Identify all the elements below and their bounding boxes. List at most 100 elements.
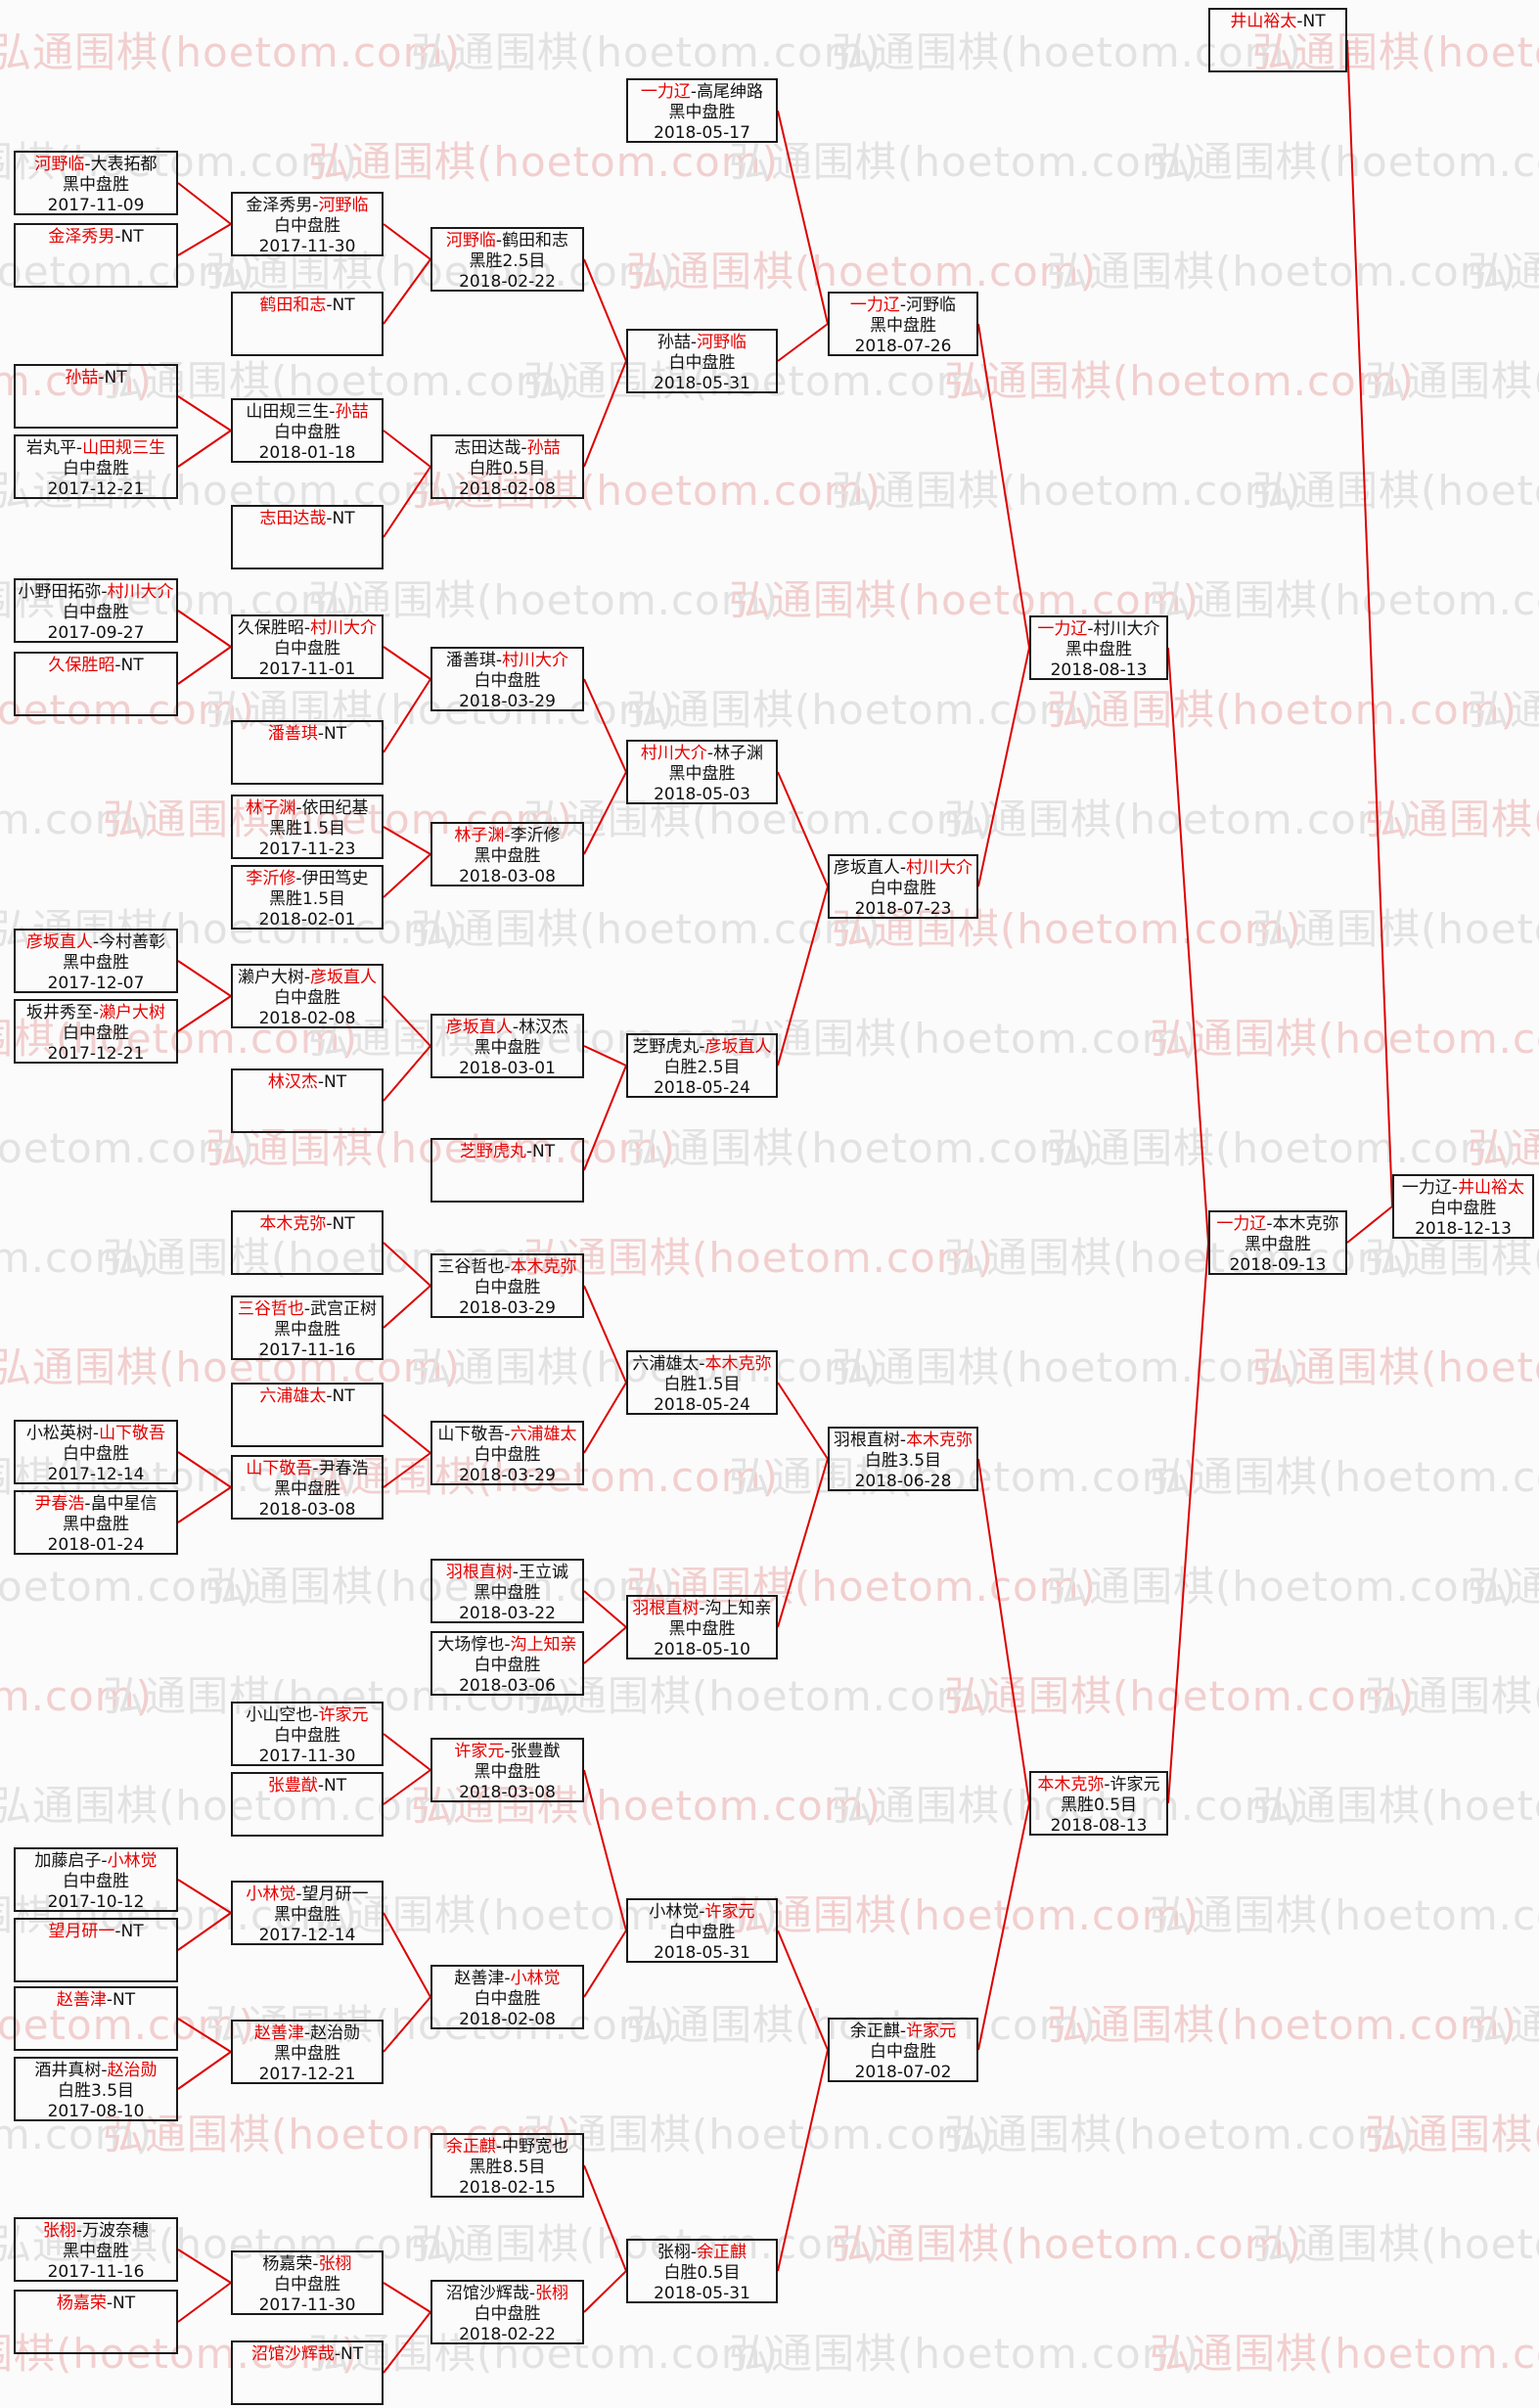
match-box-i6[interactable]: 赵善津-赵治勋 黑中盘胜 2017-12-21 [231,2020,384,2084]
match-box-c2[interactable]: 久保胜昭-NT [14,652,178,716]
match-box-d2[interactable]: 坂井秀至-濑户大树 白中盘胜 2017-12-21 [14,999,178,1064]
match-box-k3[interactable]: 杨嘉荣-张栩 白中盘胜 2017-11-30 [231,2250,384,2315]
match-box-d3[interactable]: 濑户大树-彦坂直人 白中盘胜 2018-02-08 [231,964,384,1028]
match-box-b4[interactable]: 志田达哉-NT [231,505,384,569]
match-box-c6[interactable]: 村川大介-林子渊 黑中盘胜 2018-05-03 [626,740,778,804]
player-name-1: 赵善津 [56,1990,107,2010]
match-box-h2[interactable]: 张豊猷-NT [231,1772,384,1837]
player-name-2: 伊田笃史 [301,869,369,888]
match-box-e3[interactable]: 三谷哲也-本木克弥 白中盘胜 2018-03-29 [430,1253,584,1318]
player-name-1: 沼馆沙辉哉 [445,2284,529,2303]
matchup-line: 一力辽-本木克弥 [1210,1214,1345,1235]
player-name-2: 依田纪基 [301,798,369,818]
matchup-line: 鹤田和志-NT [233,295,382,316]
match-box-a5[interactable]: 河野临-鹤田和志 黑胜2.5目 2018-02-22 [430,227,584,292]
match-box-c9[interactable]: 林子渊-李沂修 黑中盘胜 2018-03-08 [430,822,584,886]
match-box-e6[interactable]: 山下敬吾-六浦雄太 白中盘胜 2018-03-29 [430,1421,584,1485]
vs-dash: - [528,2284,536,2303]
match-box-d6[interactable]: 芝野虎丸-彦坂直人 白胜2.5目 2018-05-24 [626,1033,778,1098]
match-box-c10[interactable]: 彦坂直人-村川大介 白中盘胜 2018-07-23 [828,854,978,919]
match-box-i1[interactable]: 加藤启子-小林觉 白中盘胜 2017-10-12 [14,1847,178,1912]
player-name-1: 芝野虎丸 [632,1037,700,1057]
match-box-a4[interactable]: 鹤田和志-NT [231,292,384,356]
match-box-a6[interactable]: 一力辽-高尾绅路 黑中盘胜 2018-05-17 [626,78,778,143]
match-box-g1[interactable]: 羽根直树-王立诚 黑中盘胜 2018-03-22 [430,1559,584,1623]
matchup-line: 山田规三生-孙喆 [233,402,382,423]
match-box-j3[interactable]: 张栩-余正麒 白胜0.5目 2018-05-31 [626,2239,778,2303]
match-box-h4[interactable]: 小林觉-许家元 白中盘胜 2018-05-31 [626,1898,778,1963]
match-box-k4[interactable]: 沼馆沙辉哉-NT [231,2340,384,2405]
result-text: 白中盘胜 [870,2042,936,2062]
player-name-2: NT [113,2294,136,2313]
match-box-c4[interactable]: 潘善琪-NT [231,720,384,785]
matchup-line: 坂井秀至-濑户大树 [16,1003,176,1023]
result-text: 黑中盘胜 [274,1905,340,1925]
match-box-c1[interactable]: 小野田拓弥-村川大介 白中盘胜 2017-09-27 [14,578,178,643]
match-box-j2[interactable]: 余正麒-中野宽也 黑胜8.5目 2018-02-15 [430,2133,584,2198]
matchup-line: 彦坂直人-林汉杰 [432,1018,582,1038]
match-box-f1[interactable]: 小松英树-山下敬吾 白中盘胜 2017-12-14 [14,1420,178,1484]
match-box-qf2[interactable]: 本木克弥-许家元 黑胜0.5目 2018-08-13 [1029,1771,1168,1836]
match-box-fin[interactable]: 一力辽-井山裕太 白中盘胜 2018-12-13 [1392,1174,1534,1239]
date-text: 2018-03-29 [459,1466,556,1485]
vs-dash: - [690,333,698,352]
match-box-c8[interactable]: 李沂修-伊田笃史 黑胜1.5目 2018-02-01 [231,865,384,930]
matchup-line: 河野临-大表拓都 [16,155,176,175]
match-box-iy[interactable]: 井山裕太-NT [1208,8,1347,72]
match-box-b6[interactable]: 孙喆-河野临 白中盘胜 2018-05-31 [626,329,778,393]
match-box-b2[interactable]: 岩丸平-山田规三生 白中盘胜 2017-12-21 [14,434,178,499]
match-box-e7[interactable]: 羽根直树-本木克弥 白胜3.5目 2018-06-28 [828,1427,978,1491]
player-name-1: 林子渊 [246,798,296,818]
match-box-i5[interactable]: 酒井真树-赵治勋 白胜3.5目 2017-08-10 [14,2057,178,2121]
bracket-edge-k2-k3 [177,2282,232,2323]
matchup-line: 林子渊-依田纪基 [233,798,382,819]
match-box-k5[interactable]: 沼馆沙辉哉-张栩 白中盘胜 2018-02-22 [430,2280,584,2344]
bracket-edge-e5-e7 [777,1382,829,1460]
match-box-c7[interactable]: 林子渊-依田纪基 黑胜1.5目 2017-11-23 [231,795,384,859]
match-box-g2[interactable]: 大场惇也-沟上知亲 白中盘胜 2018-03-06 [430,1631,584,1696]
match-box-i3[interactable]: 小林觉-望月研一 黑中盘胜 2017-12-14 [231,1881,384,1945]
match-box-d1[interactable]: 彦坂直人-今村善彰 黑中盘胜 2017-12-07 [14,929,178,993]
match-box-b1[interactable]: 孙喆-NT [14,364,178,429]
match-box-i7[interactable]: 赵善津-小林觉 白中盘胜 2018-02-08 [430,1965,584,2029]
date-text: 2018-02-08 [459,2010,556,2029]
vs-dash: - [1451,1178,1459,1198]
match-box-c3[interactable]: 久保胜昭-村川大介 白中盘胜 2017-11-01 [231,614,384,679]
match-box-e2[interactable]: 三谷哲也-武宫正树 黑中盘胜 2017-11-16 [231,1295,384,1360]
bracket-edge-sf1-fin [1346,1205,1393,1244]
match-box-b5[interactable]: 志田达哉-孙喆 白胜0.5目 2018-02-08 [430,434,584,499]
match-box-i2[interactable]: 望月研一-NT [14,1918,178,1982]
match-box-f3[interactable]: 山下敬吾-尹春浩 黑中盘胜 2018-03-08 [231,1455,384,1520]
match-box-qf1[interactable]: 一力辽-村川大介 黑中盘胜 2018-08-13 [1029,615,1168,680]
match-box-k2[interactable]: 杨嘉荣-NT [14,2290,178,2354]
match-box-e5[interactable]: 六浦雄太-本木克弥 白胜1.5目 2018-05-24 [626,1350,778,1415]
match-box-h1[interactable]: 小山空也-许家元 白中盘胜 2017-11-30 [231,1702,384,1766]
match-box-i4[interactable]: 赵善津-NT [14,1986,178,2051]
matchup-line: 金泽秀男-NT [16,227,176,248]
vs-dash: - [690,2243,698,2262]
match-box-g3[interactable]: 羽根直树-沟上知亲 黑中盘胜 2018-05-10 [626,1595,778,1659]
player-name-2: NT [104,368,127,387]
match-box-a2[interactable]: 金泽秀男-NT [14,223,178,288]
match-box-a1[interactable]: 河野临-大表拓都 黑中盘胜 2017-11-09 [14,151,178,215]
bracket-edge-b3-b5 [383,430,431,468]
result-text: 白胜2.5目 [663,1058,741,1077]
match-box-a3[interactable]: 金泽秀男-河野临 白中盘胜 2017-11-30 [231,192,384,256]
match-box-e1[interactable]: 本木克弥-NT [231,1210,384,1275]
date-text: 2017-11-09 [47,196,145,215]
match-box-a7[interactable]: 一力辽-河野临 黑中盘胜 2018-07-26 [828,292,978,356]
player-name-2: 许家元 [318,1705,369,1725]
match-box-f2[interactable]: 尹春浩-畠中星信 黑中盘胜 2018-01-24 [14,1490,178,1555]
match-box-d7[interactable]: 芝野虎丸-NT [430,1138,584,1203]
match-box-d5[interactable]: 彦坂直人-林汉杰 黑中盘胜 2018-03-01 [430,1014,584,1078]
match-box-j1[interactable]: 余正麒-许家元 白中盘胜 2018-07-02 [828,2018,978,2082]
match-box-b3[interactable]: 山田规三生-孙喆 白中盘胜 2018-01-18 [231,398,384,463]
bracket-edge-a6-a7 [777,110,829,325]
match-box-d4[interactable]: 林汉杰-NT [231,1068,384,1133]
match-box-h3[interactable]: 许家元-张豊猷 黑中盘胜 2018-03-08 [430,1738,584,1802]
match-box-c5[interactable]: 潘善琪-村川大介 白中盘胜 2018-03-29 [430,647,584,711]
match-box-e4[interactable]: 六浦雄太-NT [231,1383,384,1447]
match-box-k1[interactable]: 张栩-万波奈穗 黑中盘胜 2017-11-16 [14,2217,178,2282]
match-box-sf1[interactable]: 一力辽-本木克弥 黑中盘胜 2018-09-13 [1208,1210,1347,1275]
